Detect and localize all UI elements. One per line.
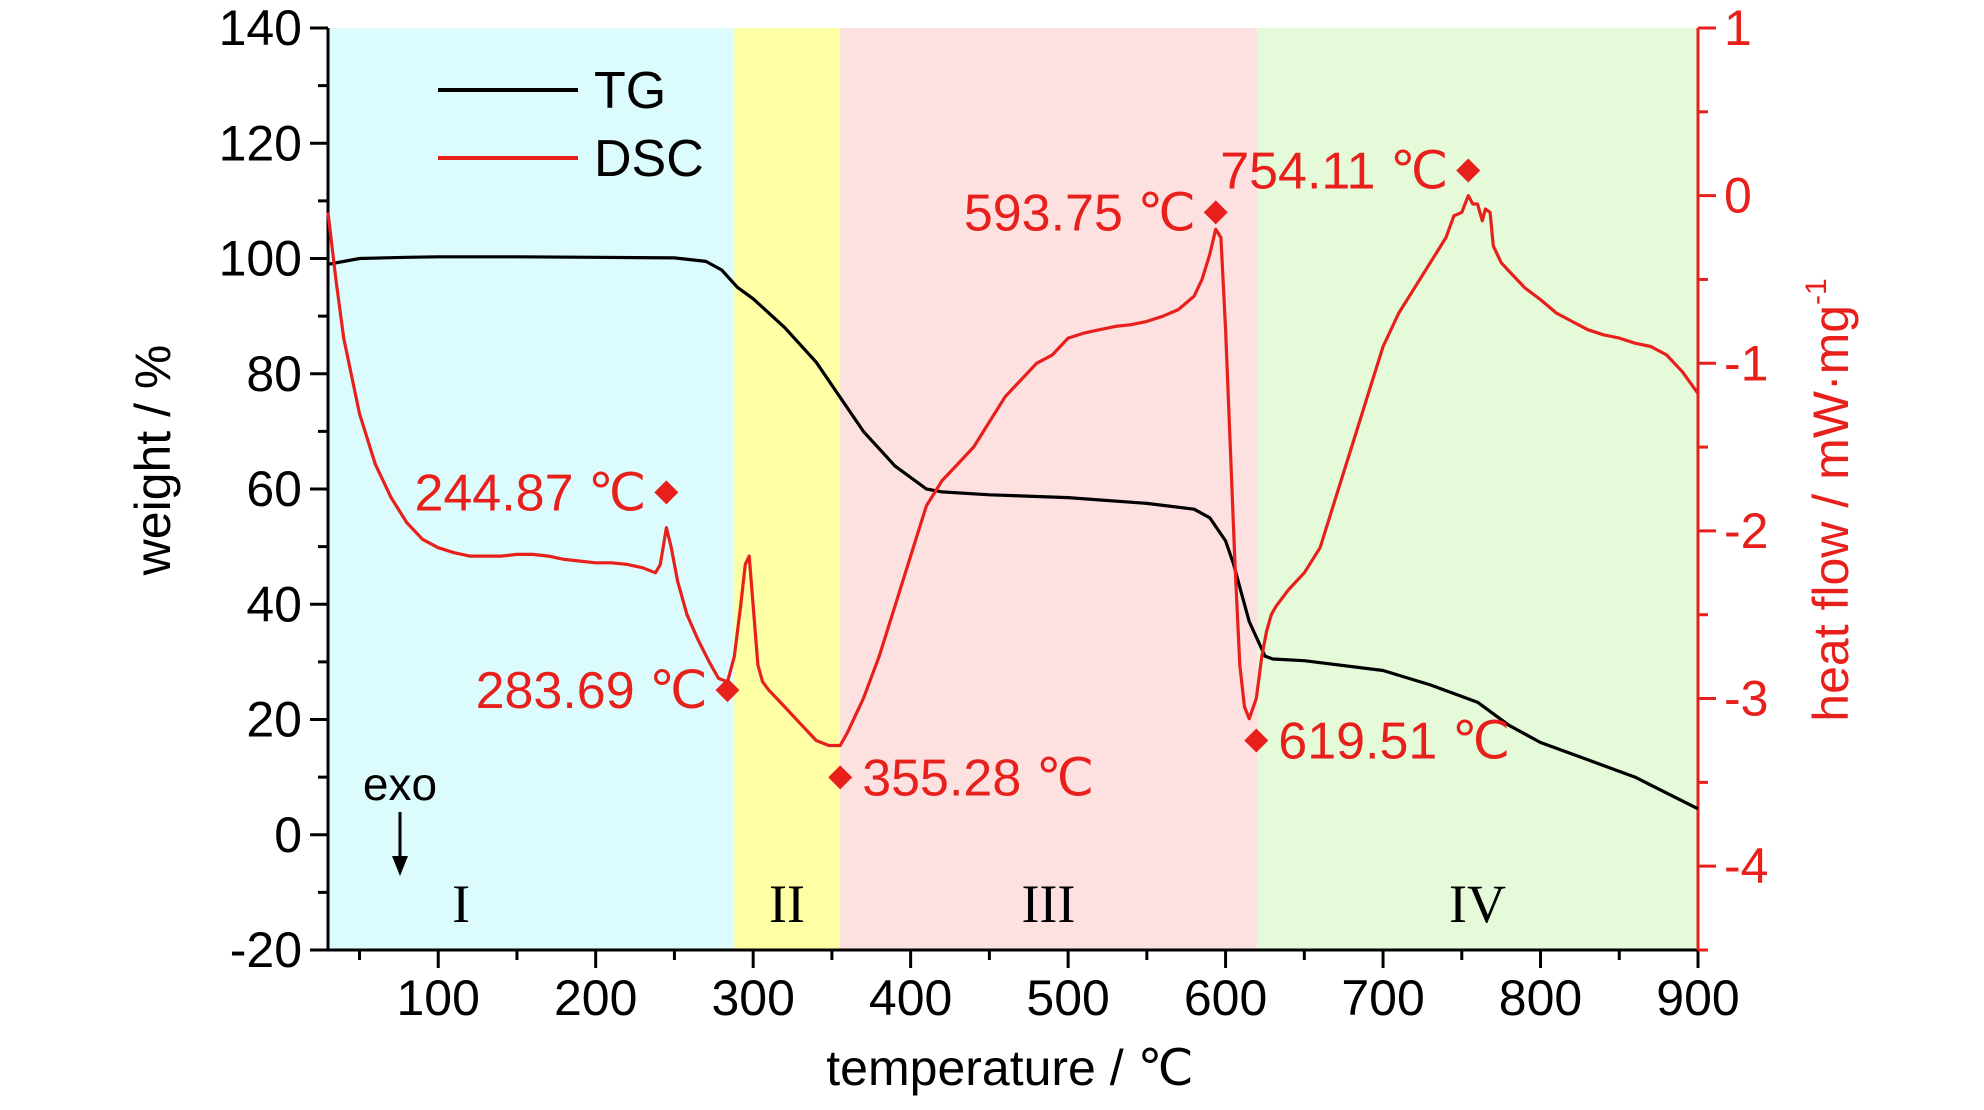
region-label-1: I [452,874,470,934]
series-line-dsc [326,194,1700,748]
x-tick-label: 800 [1499,970,1582,1026]
x-tick-label: 600 [1184,970,1267,1026]
exo-arrow-icon [392,856,408,876]
y2-tick-label: -2 [1724,503,1768,559]
peak-marker [715,678,740,703]
peak-label: 355.28 ℃ [862,749,1094,807]
y-tick-label: 120 [219,115,302,171]
y-tick-label: 60 [246,461,302,517]
y-tick-label: 20 [246,692,302,748]
y2-tick-label: -3 [1724,671,1768,727]
x-tick-label: 300 [711,970,794,1026]
x-tick-label: 100 [397,970,480,1026]
peak-marker [1244,728,1269,753]
legend-label-dsc: DSC [594,130,704,188]
y-tick-label: 0 [274,807,302,863]
peak-marker [654,480,679,505]
x-tick-label: 700 [1341,970,1424,1026]
stage-regions: I II III IV [328,28,1698,950]
peak-marker [1456,158,1481,183]
y2-tick-label: -1 [1724,335,1768,391]
y-tick-label: -20 [230,922,302,978]
x-tick-label: 900 [1656,970,1739,1026]
region-3 [839,28,1258,950]
y2-tick-label: 1 [1724,0,1752,56]
series-layer [326,194,1700,811]
region-label-2: II [769,874,805,934]
peak-annotations: 244.87 ℃ 283.69 ℃ 355.28 ℃ 593.75 ℃ 619.51 ℃… [363,142,1510,876]
y-tick-label: 80 [246,346,302,402]
peak-label: 283.69 ℃ [476,662,708,720]
x-tick-label: 200 [554,970,637,1026]
y-tick-label: 140 [219,0,302,56]
x-tick-label: 400 [869,970,952,1026]
y-tick-label: 100 [219,231,302,287]
peak-marker [1203,200,1228,225]
region-label-4: IV [1449,874,1506,934]
exo-label: exo [363,758,437,810]
region-label-3: III [1021,874,1075,934]
y2-axis-title-sup: -1 [1800,278,1833,305]
peak-label: 244.87 ℃ [414,464,646,522]
y2-axis-title-main: heat flow / mW·mg [1803,305,1859,722]
y2-tick-label: 0 [1724,168,1752,224]
series-line-tg [327,255,1699,811]
peak-label: 754.11 ℃ [1220,142,1448,200]
legend-label-tg: TG [594,62,666,120]
region-2 [734,28,840,950]
region-4 [1257,28,1698,950]
peak-marker [828,765,853,790]
x-tick-label: 500 [1026,970,1109,1026]
legend: TG DSC [438,62,704,188]
y2-tick-label: -4 [1724,838,1768,894]
y-axis-title: weight / % [125,345,181,577]
peak-label: 619.51 ℃ [1278,712,1510,770]
y-tick-label: 40 [246,576,302,632]
peak-label: 593.75 ℃ [964,184,1196,242]
y2-axis-title: heat flow / mW·mg-1 [1800,278,1859,721]
x-axis-title: temperature / ℃ [826,1040,1193,1096]
